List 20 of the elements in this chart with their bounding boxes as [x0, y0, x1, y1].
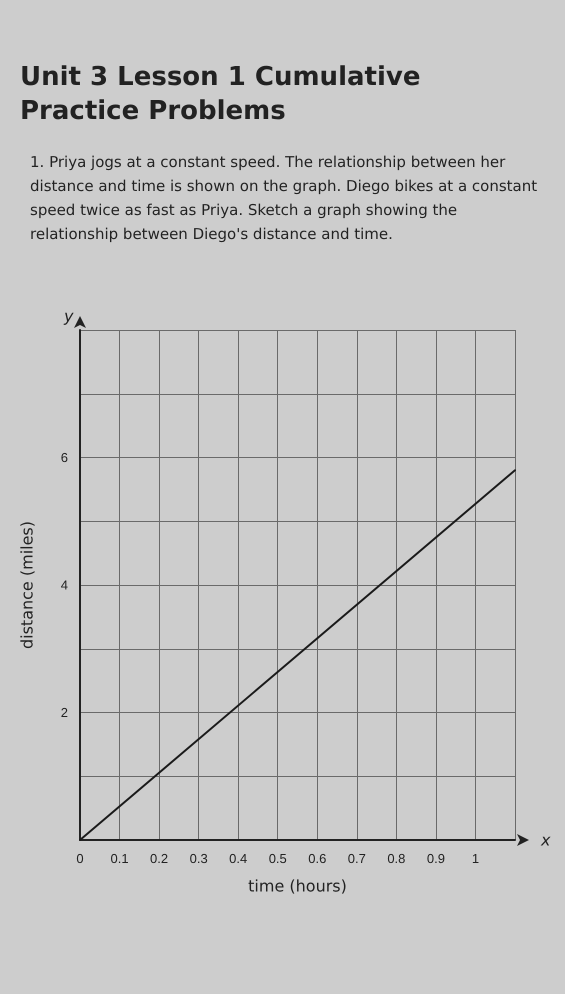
x-tick-label: 0.2	[150, 851, 168, 866]
x-tick-label: 0	[76, 851, 84, 866]
x-tick-label: 0.1	[110, 851, 129, 866]
y-tick-label: 2	[60, 705, 68, 720]
x-tick-label: 0.5	[268, 851, 287, 866]
y-axis-title: distance (miles)	[18, 520, 36, 650]
x-tick-label: 0.4	[229, 851, 248, 866]
chart-subtitle: 1. Priya jogs at a constant speed. The relationship between her distance and time is shown on the graph. Diego bikes at a constant speed twice as fast as Priya. Sketch a graph showing the relationship between Diego's distance and time.	[30, 152, 538, 245]
chart-title: Unit 3 Lesson 1 Cumulative Practice Problems	[20, 61, 422, 128]
y-tick-label: 6	[60, 450, 68, 465]
text: y	[63, 306, 74, 326]
text: x	[540, 830, 551, 850]
x-tick-label: 0.9	[426, 851, 445, 866]
x-tick-label: 0.8	[387, 851, 406, 866]
x-tick-label: 0.3	[190, 851, 208, 866]
x-tick-label: 0.7	[348, 851, 366, 866]
x-tick-label: 0.6	[308, 851, 326, 866]
x-axis-title: time (hours)	[248, 876, 347, 896]
y-tick-label: 4	[60, 578, 68, 592]
x-tick-label: 1	[472, 851, 480, 866]
